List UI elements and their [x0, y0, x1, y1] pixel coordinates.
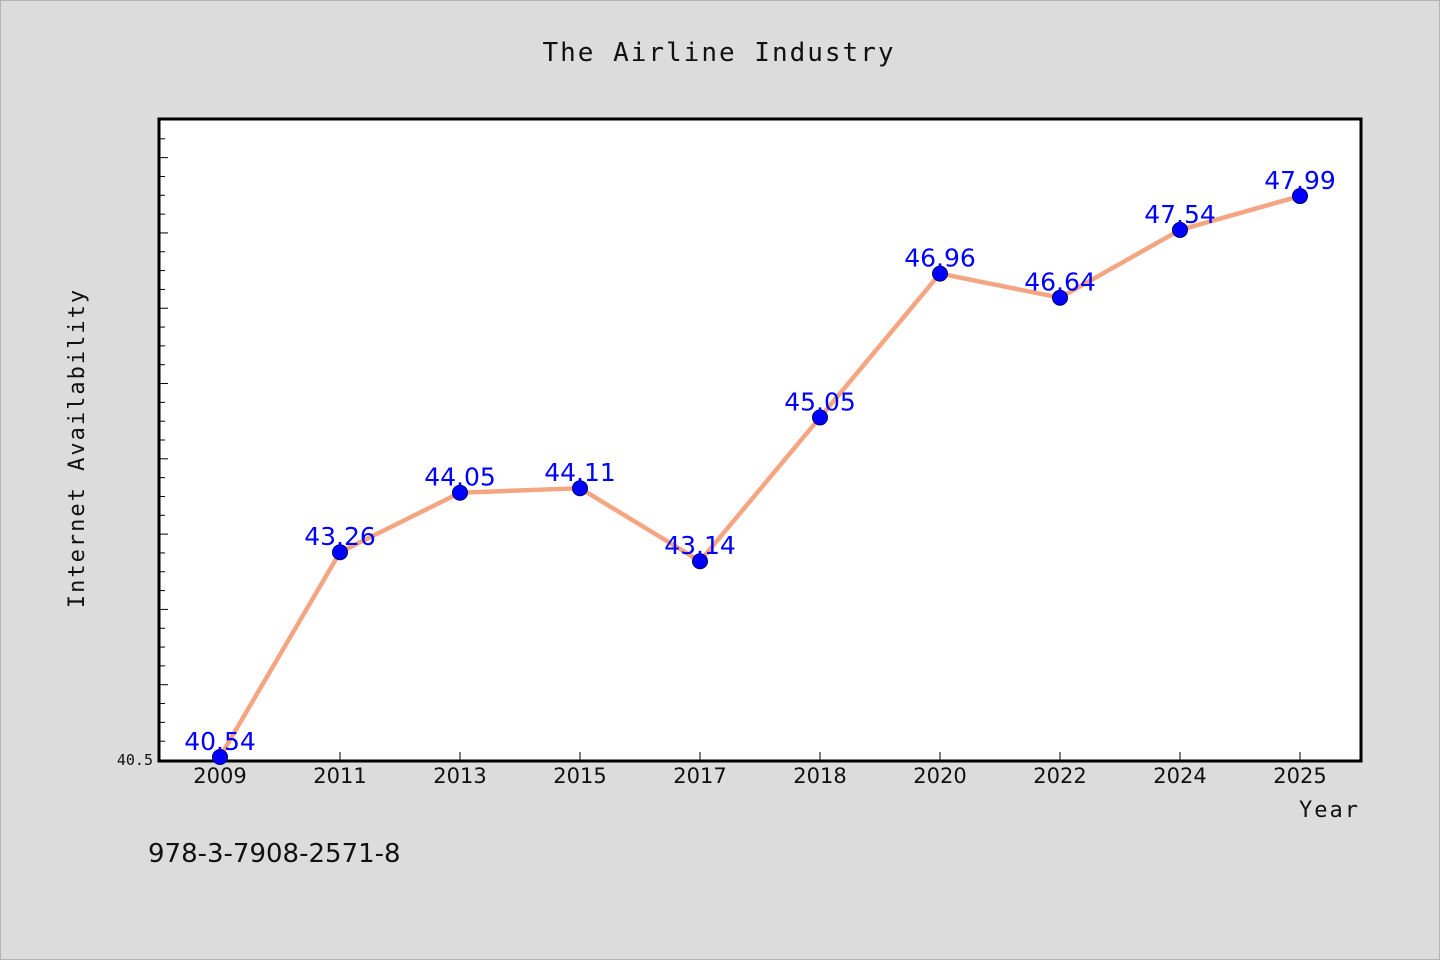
data-label: 43.26	[304, 522, 376, 551]
data-label: 44.05	[424, 463, 496, 492]
data-point	[332, 544, 348, 561]
data-point	[1172, 221, 1188, 238]
y-axis-ticks: 40.5	[117, 119, 168, 769]
data-point	[452, 484, 468, 501]
data-point	[1052, 289, 1068, 306]
data-point	[932, 265, 948, 282]
x-tick-label: 2017	[673, 764, 726, 788]
data-label: 44.11	[544, 458, 616, 487]
x-tick-label: 2011	[313, 764, 366, 788]
x-tick-label: 2015	[553, 764, 606, 788]
y-tick-label: 40.5	[117, 751, 153, 769]
data-point	[692, 553, 708, 570]
x-tick-label: 2025	[1273, 764, 1326, 788]
data-point	[572, 480, 588, 497]
x-tick-label: 2018	[793, 764, 846, 788]
series-markers	[212, 188, 1308, 765]
series-line-group	[217, 193, 1303, 760]
y-axis-title: Internet Availability	[65, 288, 90, 608]
data-label: 46.96	[904, 244, 976, 273]
data-point	[212, 748, 228, 765]
data-label: 40.54	[184, 727, 256, 756]
x-tick-label: 2009	[193, 764, 246, 788]
data-label: 47.99	[1264, 166, 1336, 195]
data-point	[1292, 188, 1308, 205]
series-line	[217, 193, 1303, 760]
plot-area	[157, 117, 1363, 763]
x-tick-label: 2022	[1033, 764, 1086, 788]
x-tick-label: 2024	[1153, 764, 1206, 788]
x-tick-label: 2013	[433, 764, 486, 788]
data-label: 43.14	[664, 531, 736, 560]
data-label: 47.54	[1144, 200, 1216, 229]
chart-title: The Airline Industry	[542, 38, 895, 68]
data-point	[812, 409, 828, 426]
x-axis-ticks: 2009 2011 2013 2015 2017 2018 2020 2022 2024 2025	[193, 752, 1327, 788]
x-tick-label: 2020	[913, 764, 966, 788]
isbn-footnote: 978-3-7908-2571-8	[148, 839, 401, 869]
x-axis-title: Year	[1299, 798, 1360, 823]
data-label: 45.05	[784, 387, 856, 416]
data-label: 46.64	[1024, 268, 1096, 297]
data-labels: 40.54 43.26 44.05 44.11 43.14 45.05 46.96 46.64…	[184, 166, 1336, 756]
